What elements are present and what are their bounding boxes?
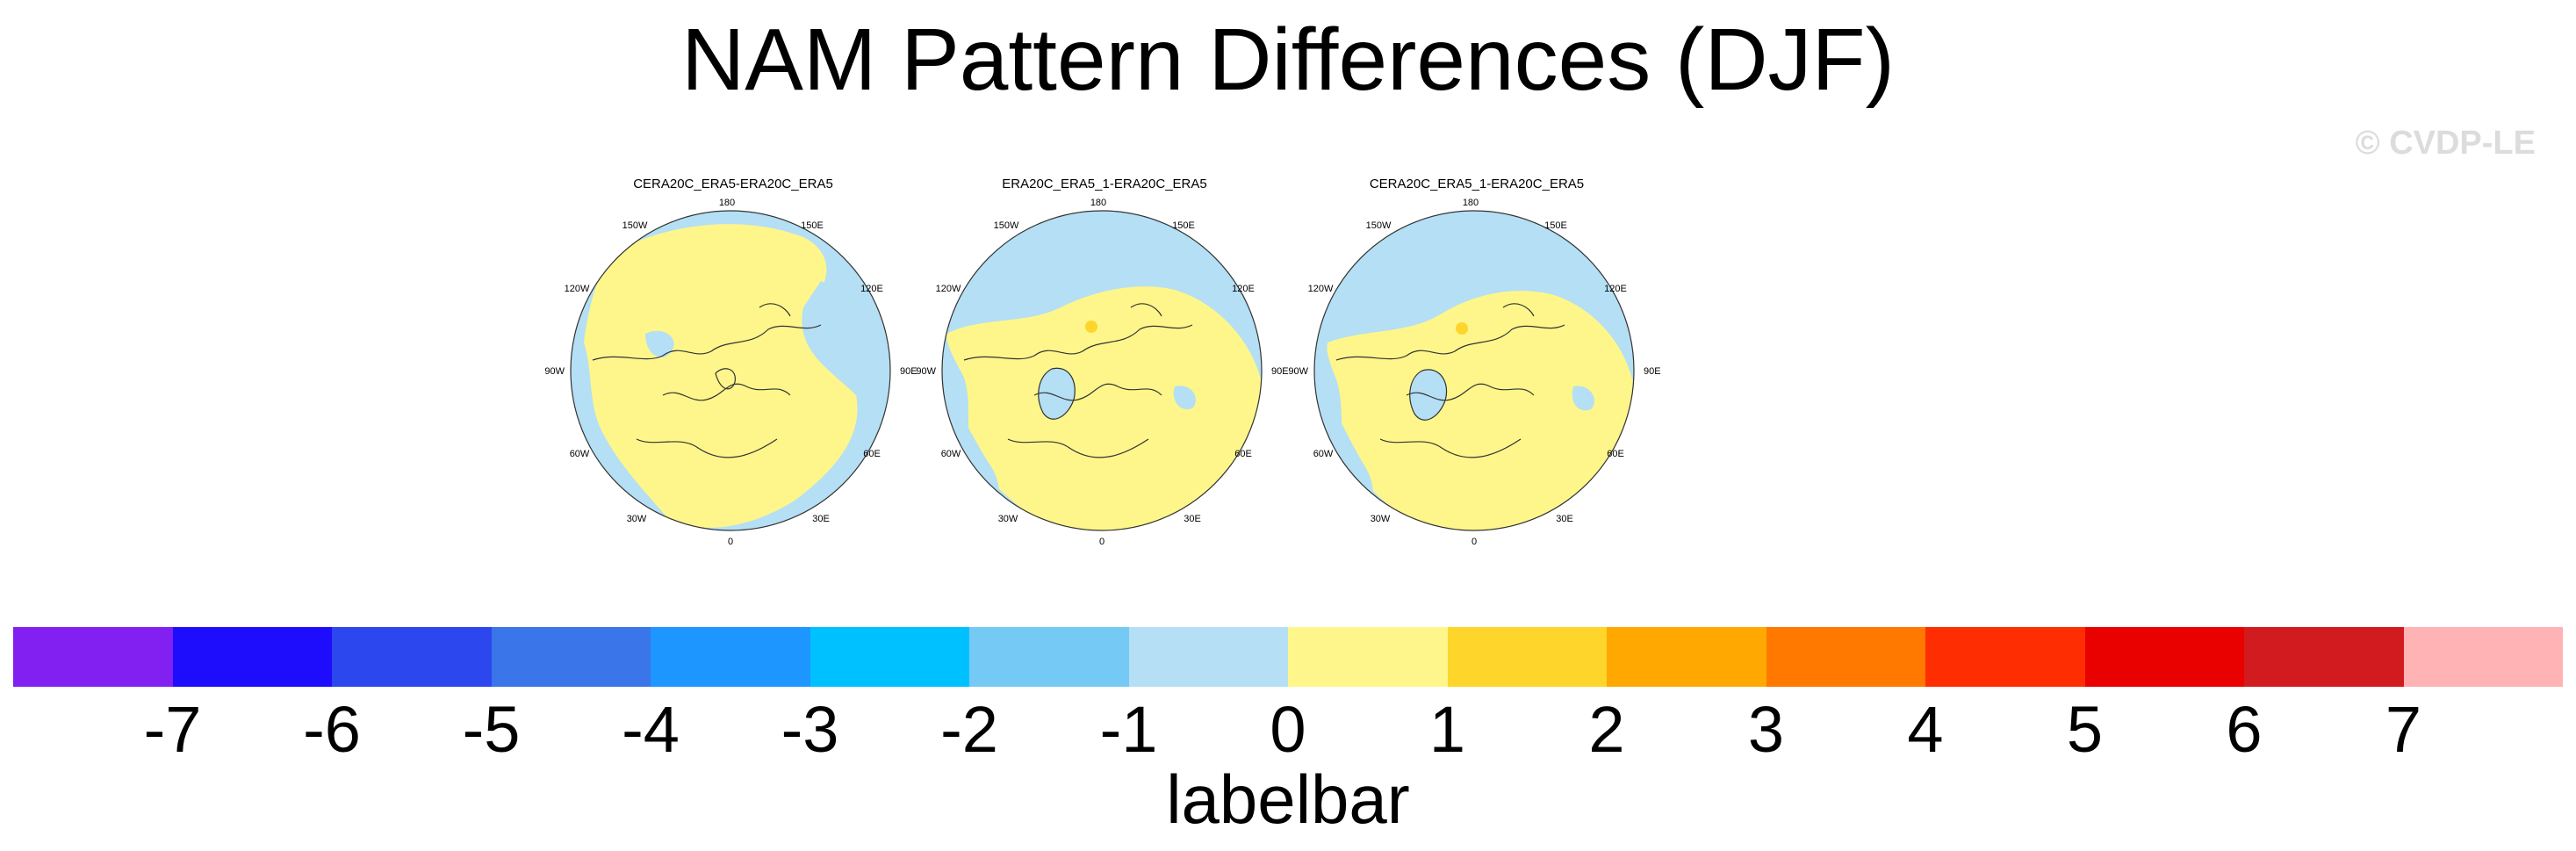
- colorbar-swatch: [1925, 627, 2085, 687]
- lon-label: 120W: [1308, 284, 1334, 294]
- lon-label: 0: [728, 537, 733, 547]
- colorbar-swatch: [1766, 627, 1925, 687]
- lon-label: 30E: [1184, 514, 1201, 524]
- colorbar-tick-label: -4: [622, 693, 680, 766]
- map-panel-2: ERA20C_ERA5_1-ERA20C_ERA5 180 150E 120E …: [911, 176, 1298, 562]
- colorbar-swatch: [1607, 627, 1767, 687]
- lon-label: 30W: [998, 514, 1018, 524]
- figure-title: NAM Pattern Differences (DJF): [681, 11, 1895, 109]
- colorbar-swatch: [969, 627, 1129, 687]
- panel-title: CERA20C_ERA5_1-ERA20C_ERA5: [1369, 177, 1585, 191]
- lon-label: 60E: [863, 449, 881, 459]
- colorbar-title: labelbar: [1166, 761, 1410, 838]
- colorbar-tick-label: 5: [2066, 693, 2104, 766]
- colorbar-tick-label: 0: [1270, 693, 1306, 766]
- positive-region: [1327, 291, 1634, 530]
- colorbar-tick-label: -3: [781, 693, 839, 766]
- colorbar-swatch: [2084, 627, 2244, 687]
- colorbar-swatch: [1128, 627, 1288, 687]
- map-boundary: [1313, 210, 1635, 531]
- lon-label: 120W: [565, 284, 590, 294]
- colorbar-tick-label: 4: [1907, 693, 1944, 766]
- lon-label: 30W: [627, 514, 647, 524]
- lon-label: 150E: [801, 220, 824, 231]
- lon-label: 30E: [812, 514, 830, 524]
- colorbar-swatch: [491, 627, 651, 687]
- colorbar-swatch: [2403, 627, 2563, 687]
- lon-label: 90E: [900, 366, 917, 377]
- colorbar-swatch: [332, 627, 492, 687]
- lon-label: 180: [1090, 198, 1106, 208]
- colorbar-tick-label: -1: [1099, 693, 1158, 766]
- colorbar-tick-label: 7: [2385, 693, 2422, 766]
- lon-label: 0: [1471, 537, 1477, 547]
- colorbar-swatch: [2244, 627, 2404, 687]
- lon-label: 60E: [1234, 449, 1252, 459]
- colorbar-swatch: [1447, 627, 1607, 687]
- lon-label: 90W: [1288, 366, 1308, 377]
- map-boundary: [570, 210, 891, 531]
- polar-map: 180 150E 120E 90E 60E 30E 0 30W 60W 90W …: [1288, 198, 1661, 547]
- lon-label: 180: [1463, 198, 1479, 208]
- colorbar-tick-label: 3: [1747, 693, 1785, 766]
- lon-label: 90W: [916, 366, 936, 377]
- colorbar-tick-label: -5: [462, 693, 521, 766]
- lon-label: 150W: [1366, 220, 1392, 231]
- positive-region: [584, 224, 858, 528]
- lon-label: 180: [719, 198, 735, 208]
- lon-label: 60W: [570, 449, 590, 459]
- lon-label: 120E: [860, 284, 883, 294]
- colorbar-swatch: [172, 627, 332, 687]
- colorbar: [13, 627, 2563, 687]
- lon-label: 120E: [1232, 284, 1255, 294]
- lon-label: 150W: [994, 220, 1019, 231]
- positive-region: [946, 286, 1262, 530]
- colorbar-tick-label: 2: [1588, 693, 1625, 766]
- colorbar-tick-label: -2: [940, 693, 998, 766]
- lon-label: 90E: [1644, 366, 1661, 377]
- colorbar-swatch: [651, 627, 810, 687]
- lon-label: 90E: [1271, 366, 1289, 377]
- lon-label: 60E: [1607, 449, 1624, 459]
- lon-label: 150E: [1172, 220, 1195, 231]
- highlight-spot: [1085, 321, 1097, 333]
- lon-label: 120W: [936, 284, 961, 294]
- lon-label: 30E: [1556, 514, 1573, 524]
- map-panel-3: CERA20C_ERA5_1-ERA20C_ERA5 180 150E 120E…: [1284, 176, 1670, 562]
- lon-label: 150W: [622, 220, 648, 231]
- colorbar-tick-label: -6: [303, 693, 361, 766]
- colorbar-swatch: [1288, 627, 1448, 687]
- lon-label: 150E: [1544, 220, 1567, 231]
- panel-title: ERA20C_ERA5_1-ERA20C_ERA5: [1002, 177, 1207, 191]
- lon-label: 0: [1099, 537, 1105, 547]
- map-panel-1: CERA20C_ERA5-ERA20C_ERA5 180 150E 120E 9…: [540, 176, 926, 562]
- panel-title: CERA20C_ERA5-ERA20C_ERA5: [633, 177, 833, 191]
- lon-label: 60W: [1313, 449, 1334, 459]
- colorbar-ticks: -7 -6 -5 -4 -3 -2 -1 0 1 2 3 4 5 6 7: [0, 690, 2576, 778]
- colorbar-swatch: [13, 627, 173, 687]
- colorbar-tick-label: 6: [2226, 693, 2263, 766]
- colorbar-tick-label: 1: [1428, 693, 1466, 766]
- colorbar-tick-label: -7: [143, 693, 202, 766]
- lon-label: 30W: [1371, 514, 1391, 524]
- polar-map: 180 150E 120E 90E 60E 30E 0 30W 60W 90W …: [916, 198, 1289, 547]
- highlight-spot: [1456, 322, 1468, 335]
- lon-label: 90W: [544, 366, 565, 377]
- map-boundary: [941, 210, 1263, 531]
- lon-label: 120E: [1604, 284, 1627, 294]
- lon-label: 60W: [941, 449, 961, 459]
- polar-map: 180 150E 120E 90E 60E 30E 0 30W 60W 90W …: [544, 198, 917, 547]
- colorbar-swatch: [809, 627, 969, 687]
- watermark: © CVDP-LE: [2355, 125, 2536, 162]
